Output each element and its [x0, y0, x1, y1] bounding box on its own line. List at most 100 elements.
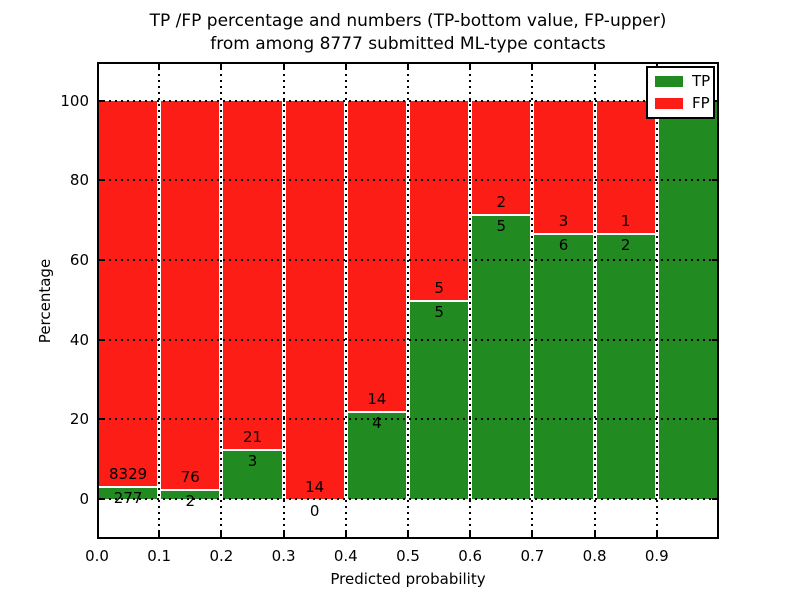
x-tick-mark	[407, 532, 409, 538]
y-tick-mark	[98, 258, 104, 261]
tp-bar-segment	[223, 449, 282, 499]
x-tick-mark	[531, 532, 534, 538]
fp-count-label: 76	[180, 467, 200, 486]
gridline-horizontal	[97, 258, 719, 261]
fp-count-label: 2	[496, 193, 507, 212]
fp-bar-segment	[534, 100, 593, 234]
x-axis-label: Predicted probability	[330, 570, 486, 588]
legend-item-fp: FP	[655, 96, 710, 111]
gridline-horizontal	[97, 179, 719, 182]
y-tick-label: 0	[79, 490, 89, 508]
x-tick-mark	[97, 532, 99, 538]
legend: TP FP	[646, 66, 715, 119]
x-tick-mark-top	[407, 63, 409, 69]
tp-bar-segment	[99, 486, 158, 499]
x-tick-mark	[282, 532, 285, 538]
gridline-vertical	[407, 62, 409, 539]
x-tick-mark-top	[531, 63, 534, 69]
tp-bar-segment	[410, 299, 469, 499]
y-tick-mark	[98, 179, 104, 182]
fp-bar-segment	[223, 100, 282, 450]
fp-bar-segment	[99, 100, 158, 487]
fp-count-label: 5	[434, 278, 444, 297]
tp-count-label: 2	[185, 491, 196, 510]
y-tick-mark-right	[712, 258, 718, 261]
x-tick-mark	[344, 532, 347, 538]
fp-count-label: 8329	[109, 465, 148, 484]
y-tick-mark-right	[712, 99, 718, 102]
y-tick-label: 20	[69, 410, 89, 429]
tp-bar-segment	[347, 410, 406, 499]
gridline-horizontal	[97, 498, 719, 500]
fp-legend-label: FP	[692, 94, 710, 112]
x-tick-label: 0.9	[644, 547, 669, 565]
tp-legend-label: TP	[692, 72, 711, 90]
tp-count-label: 277	[113, 489, 143, 508]
gridline-horizontal	[97, 338, 719, 341]
chart-title-line1: TP /FP percentage and numbers (TP-bottom…	[149, 11, 667, 31]
y-tick-mark-right	[712, 338, 718, 341]
legend-item-tp: TP	[655, 74, 710, 89]
x-tick-mark-top	[344, 63, 347, 69]
x-tick-label: 0.4	[333, 547, 358, 565]
gridline-vertical	[531, 62, 534, 539]
x-tick-label: 0.1	[147, 547, 172, 565]
y-tick-mark	[98, 338, 104, 341]
tp-bar-segment	[534, 233, 593, 499]
plot-area: TP FP 8329277762213140144552536128	[97, 62, 719, 539]
tp-count-label: 4	[372, 413, 382, 432]
gridline-vertical	[344, 62, 347, 539]
x-tick-label: 0.0	[85, 547, 109, 565]
x-tick-mark	[469, 532, 472, 538]
fp-bar-segment	[285, 100, 344, 499]
y-tick-label: 80	[69, 171, 89, 190]
x-tick-label: 0.2	[209, 547, 234, 565]
fp-legend-swatch	[655, 98, 683, 109]
y-tick-mark-right	[712, 498, 718, 500]
x-tick-label: 0.3	[271, 547, 296, 565]
x-tick-label: 0.7	[520, 547, 545, 565]
y-tick-label: 60	[69, 250, 89, 269]
tp-count-label: 5	[496, 217, 507, 236]
gridline-horizontal	[97, 99, 719, 102]
x-tick-mark	[593, 532, 596, 538]
y-tick-mark-right	[712, 418, 718, 421]
x-tick-mark-top	[220, 63, 223, 69]
x-tick-label: 0.5	[396, 547, 420, 565]
tp-count-label: 5	[434, 302, 444, 321]
fp-bar-segment	[472, 100, 531, 215]
x-tick-label: 0.8	[582, 547, 607, 565]
x-tick-mark	[220, 532, 223, 538]
fp-count-label: 3	[558, 212, 569, 231]
gridline-horizontal	[97, 418, 719, 421]
tp-count-label: 6	[558, 236, 569, 255]
y-tick-mark	[98, 99, 104, 102]
y-tick-mark-right	[712, 179, 718, 182]
tp-bar-segment	[161, 488, 220, 499]
fp-bar-segment	[596, 100, 655, 234]
y-tick-label: 40	[69, 330, 89, 349]
x-tick-mark	[158, 532, 161, 538]
x-tick-mark-top	[97, 63, 99, 69]
gridline-vertical	[158, 62, 161, 539]
gridline-vertical	[469, 62, 472, 539]
tp-bar-segment	[596, 233, 655, 499]
x-tick-mark-top	[282, 63, 285, 69]
chart-title-line2: from among 8777 submitted ML-type contac…	[210, 34, 606, 54]
gridline-vertical	[655, 62, 658, 539]
tp-bar-segment	[658, 100, 717, 499]
x-tick-mark-top	[158, 63, 161, 69]
tp-count-label: 2	[620, 236, 631, 255]
fp-count-label: 21	[242, 428, 263, 447]
tp-count-label: 3	[247, 452, 258, 471]
gridline-vertical	[220, 62, 223, 539]
tp-bar-segment	[472, 214, 531, 499]
x-tick-mark	[655, 532, 658, 538]
gridline-vertical	[282, 62, 285, 539]
fp-bar-segment	[410, 100, 469, 300]
y-tick-mark	[98, 418, 104, 421]
tp-count-label: 0	[309, 502, 320, 520]
x-tick-mark-top	[469, 63, 472, 69]
gridline-vertical	[593, 62, 596, 539]
